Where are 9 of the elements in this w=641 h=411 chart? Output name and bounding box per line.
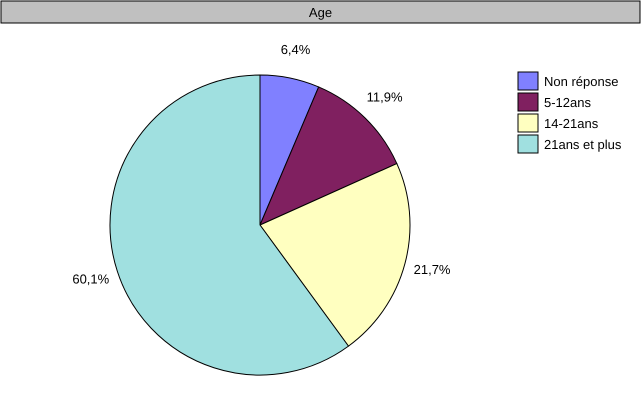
data-label: 6,4% — [280, 42, 311, 58]
data-label: 11,9% — [366, 89, 403, 104]
chart-title: Age — [308, 5, 332, 20]
data-label: 60,1% — [72, 272, 110, 287]
legend-label: 21ans et plus — [544, 137, 622, 152]
legend-label: 5-12ans — [544, 95, 592, 110]
data-label: 21,7% — [414, 262, 451, 278]
legend-label: Non réponse — [544, 74, 618, 89]
legend-label: 14-21ans — [544, 116, 599, 131]
